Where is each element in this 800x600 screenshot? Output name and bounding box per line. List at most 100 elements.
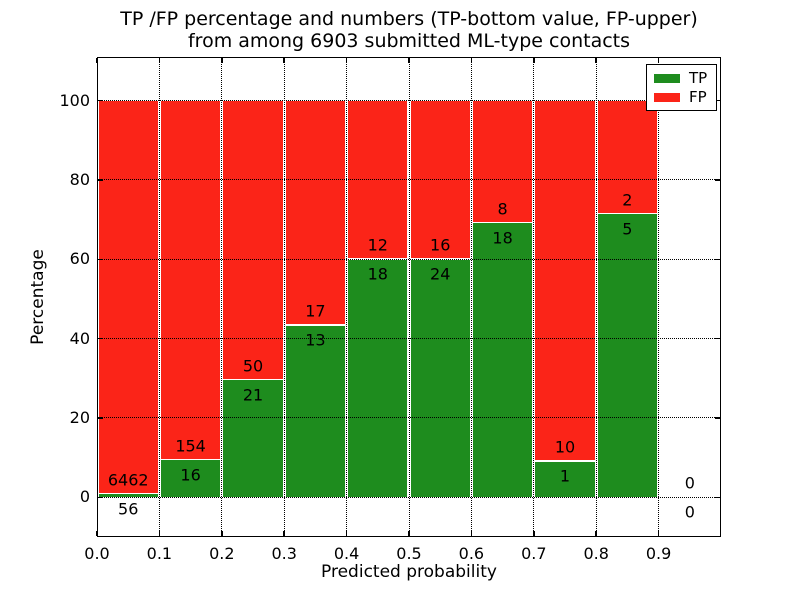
fp-count-label: 17 — [305, 301, 326, 321]
x-tick-mark — [158, 531, 161, 536]
x-gridline — [533, 57, 535, 537]
tp-count-label: 24 — [430, 264, 451, 284]
x-axis-label: Predicted probability — [321, 562, 497, 582]
bar-tp-segment — [160, 459, 221, 498]
legend-item-fp: FP — [654, 89, 716, 106]
x-tick-mark-top — [533, 58, 535, 63]
y-tick-mark-right — [715, 337, 720, 340]
fp-count-label: 6462 — [107, 470, 149, 490]
bar-segment-divider — [472, 221, 533, 224]
bar-segment-divider — [160, 458, 221, 461]
x-tick-mark-top — [657, 58, 660, 63]
x-tick-mark — [221, 531, 223, 536]
y-tick-label: 80 — [69, 169, 90, 189]
x-tick-label: 0.8 — [583, 544, 609, 563]
x-gridline — [221, 57, 223, 537]
x-tick-label: 0.0 — [84, 544, 110, 563]
fp-count-label: 154 — [175, 436, 206, 456]
y-gridline — [97, 338, 721, 340]
bar-tp-segment — [223, 379, 283, 498]
legend-item-tp: TP — [654, 70, 716, 87]
x-tick-label: 0.5 — [396, 544, 422, 563]
y-tick-label: 60 — [69, 249, 90, 269]
y-tick-mark-right — [715, 258, 720, 261]
y-tick-mark — [98, 258, 103, 261]
x-tick-mark-top — [345, 58, 348, 63]
bar-fp-segment — [472, 100, 533, 223]
bar-tp-segment — [597, 213, 658, 498]
x-tick-mark-top — [283, 58, 285, 63]
bar-tp-segment — [535, 461, 595, 498]
tp-count-label: 56 — [118, 499, 139, 519]
x-tick-mark-top — [158, 58, 161, 63]
x-tick-mark — [408, 531, 410, 536]
chart-title-line1: TP /FP percentage and numbers (TP-bottom… — [120, 8, 698, 30]
fp-count-label: 16 — [430, 235, 451, 255]
x-tick-mark — [96, 531, 98, 536]
legend: TP FP — [646, 64, 717, 111]
x-tick-mark-top — [221, 58, 223, 63]
fp-count-label: 0 — [684, 473, 695, 493]
bar-segment-divider — [285, 324, 346, 326]
x-tick-label: 0.2 — [209, 544, 235, 563]
bar-fp-segment — [160, 100, 221, 460]
x-gridline — [346, 57, 348, 537]
chart-title-line2: from among 6903 submitted ML-type contac… — [187, 30, 631, 52]
x-gridline — [158, 57, 160, 537]
x-tick-mark-top — [595, 58, 597, 63]
x-tick-label: 0.7 — [521, 544, 547, 563]
x-tick-mark — [533, 531, 535, 536]
x-tick-label: 0.1 — [146, 544, 173, 563]
bar-tp-segment — [410, 259, 470, 498]
x-tick-mark — [345, 531, 348, 536]
fp-count-label: 12 — [367, 235, 388, 255]
x-tick-mark — [283, 531, 285, 536]
x-tick-label: 0.6 — [458, 544, 485, 563]
bar-segment-divider — [535, 460, 595, 462]
y-gridline — [97, 179, 721, 181]
x-tick-mark-top — [408, 58, 410, 63]
bar-fp-segment — [223, 100, 283, 380]
tp-count-label: 16 — [180, 465, 201, 485]
bar-segment-divider — [98, 492, 158, 495]
y-tick-mark — [98, 179, 103, 181]
tp-count-label: 18 — [367, 264, 388, 284]
bar-tp-segment — [348, 259, 408, 498]
x-gridline — [283, 57, 285, 537]
y-tick-mark — [98, 99, 103, 102]
tp-count-label: 21 — [242, 385, 264, 405]
x-tick-mark — [595, 531, 597, 536]
x-gridline — [658, 57, 660, 537]
bar-tp-segment — [98, 493, 158, 498]
bar-fp-segment — [98, 100, 158, 494]
y-tick-mark — [98, 496, 103, 499]
x-gridline — [96, 57, 98, 537]
fp-count-label: 2 — [622, 190, 633, 210]
bar-segment-divider — [223, 378, 283, 381]
x-tick-label: 0.9 — [645, 544, 672, 563]
x-tick-mark — [657, 531, 660, 536]
x-tick-label: 0.4 — [333, 544, 360, 563]
y-tick-label: 20 — [69, 407, 90, 427]
y-tick-mark — [98, 417, 103, 419]
tp-count-label: 13 — [305, 330, 326, 350]
x-tick-mark-top — [96, 58, 98, 63]
tp-count-label: 1 — [559, 466, 571, 486]
tp-count-label: 0 — [684, 502, 695, 522]
y-tick-mark-right — [715, 99, 720, 102]
bar-tp-segment — [472, 222, 533, 498]
x-tick-label: 0.3 — [271, 544, 297, 563]
y-tick-mark — [98, 337, 103, 340]
y-gridline — [97, 417, 721, 419]
y-tick-mark-right — [715, 179, 720, 181]
fp-count-label: 8 — [497, 199, 508, 219]
fp-color-swatch — [654, 93, 680, 102]
bar-fp-segment — [535, 100, 595, 462]
bar-fp-segment — [285, 100, 346, 326]
x-tick-mark — [470, 531, 473, 536]
bar-segment-divider — [597, 212, 658, 215]
tp-color-swatch — [654, 74, 680, 83]
fp-count-label: 50 — [242, 356, 264, 376]
y-tick-mark-right — [715, 496, 720, 499]
